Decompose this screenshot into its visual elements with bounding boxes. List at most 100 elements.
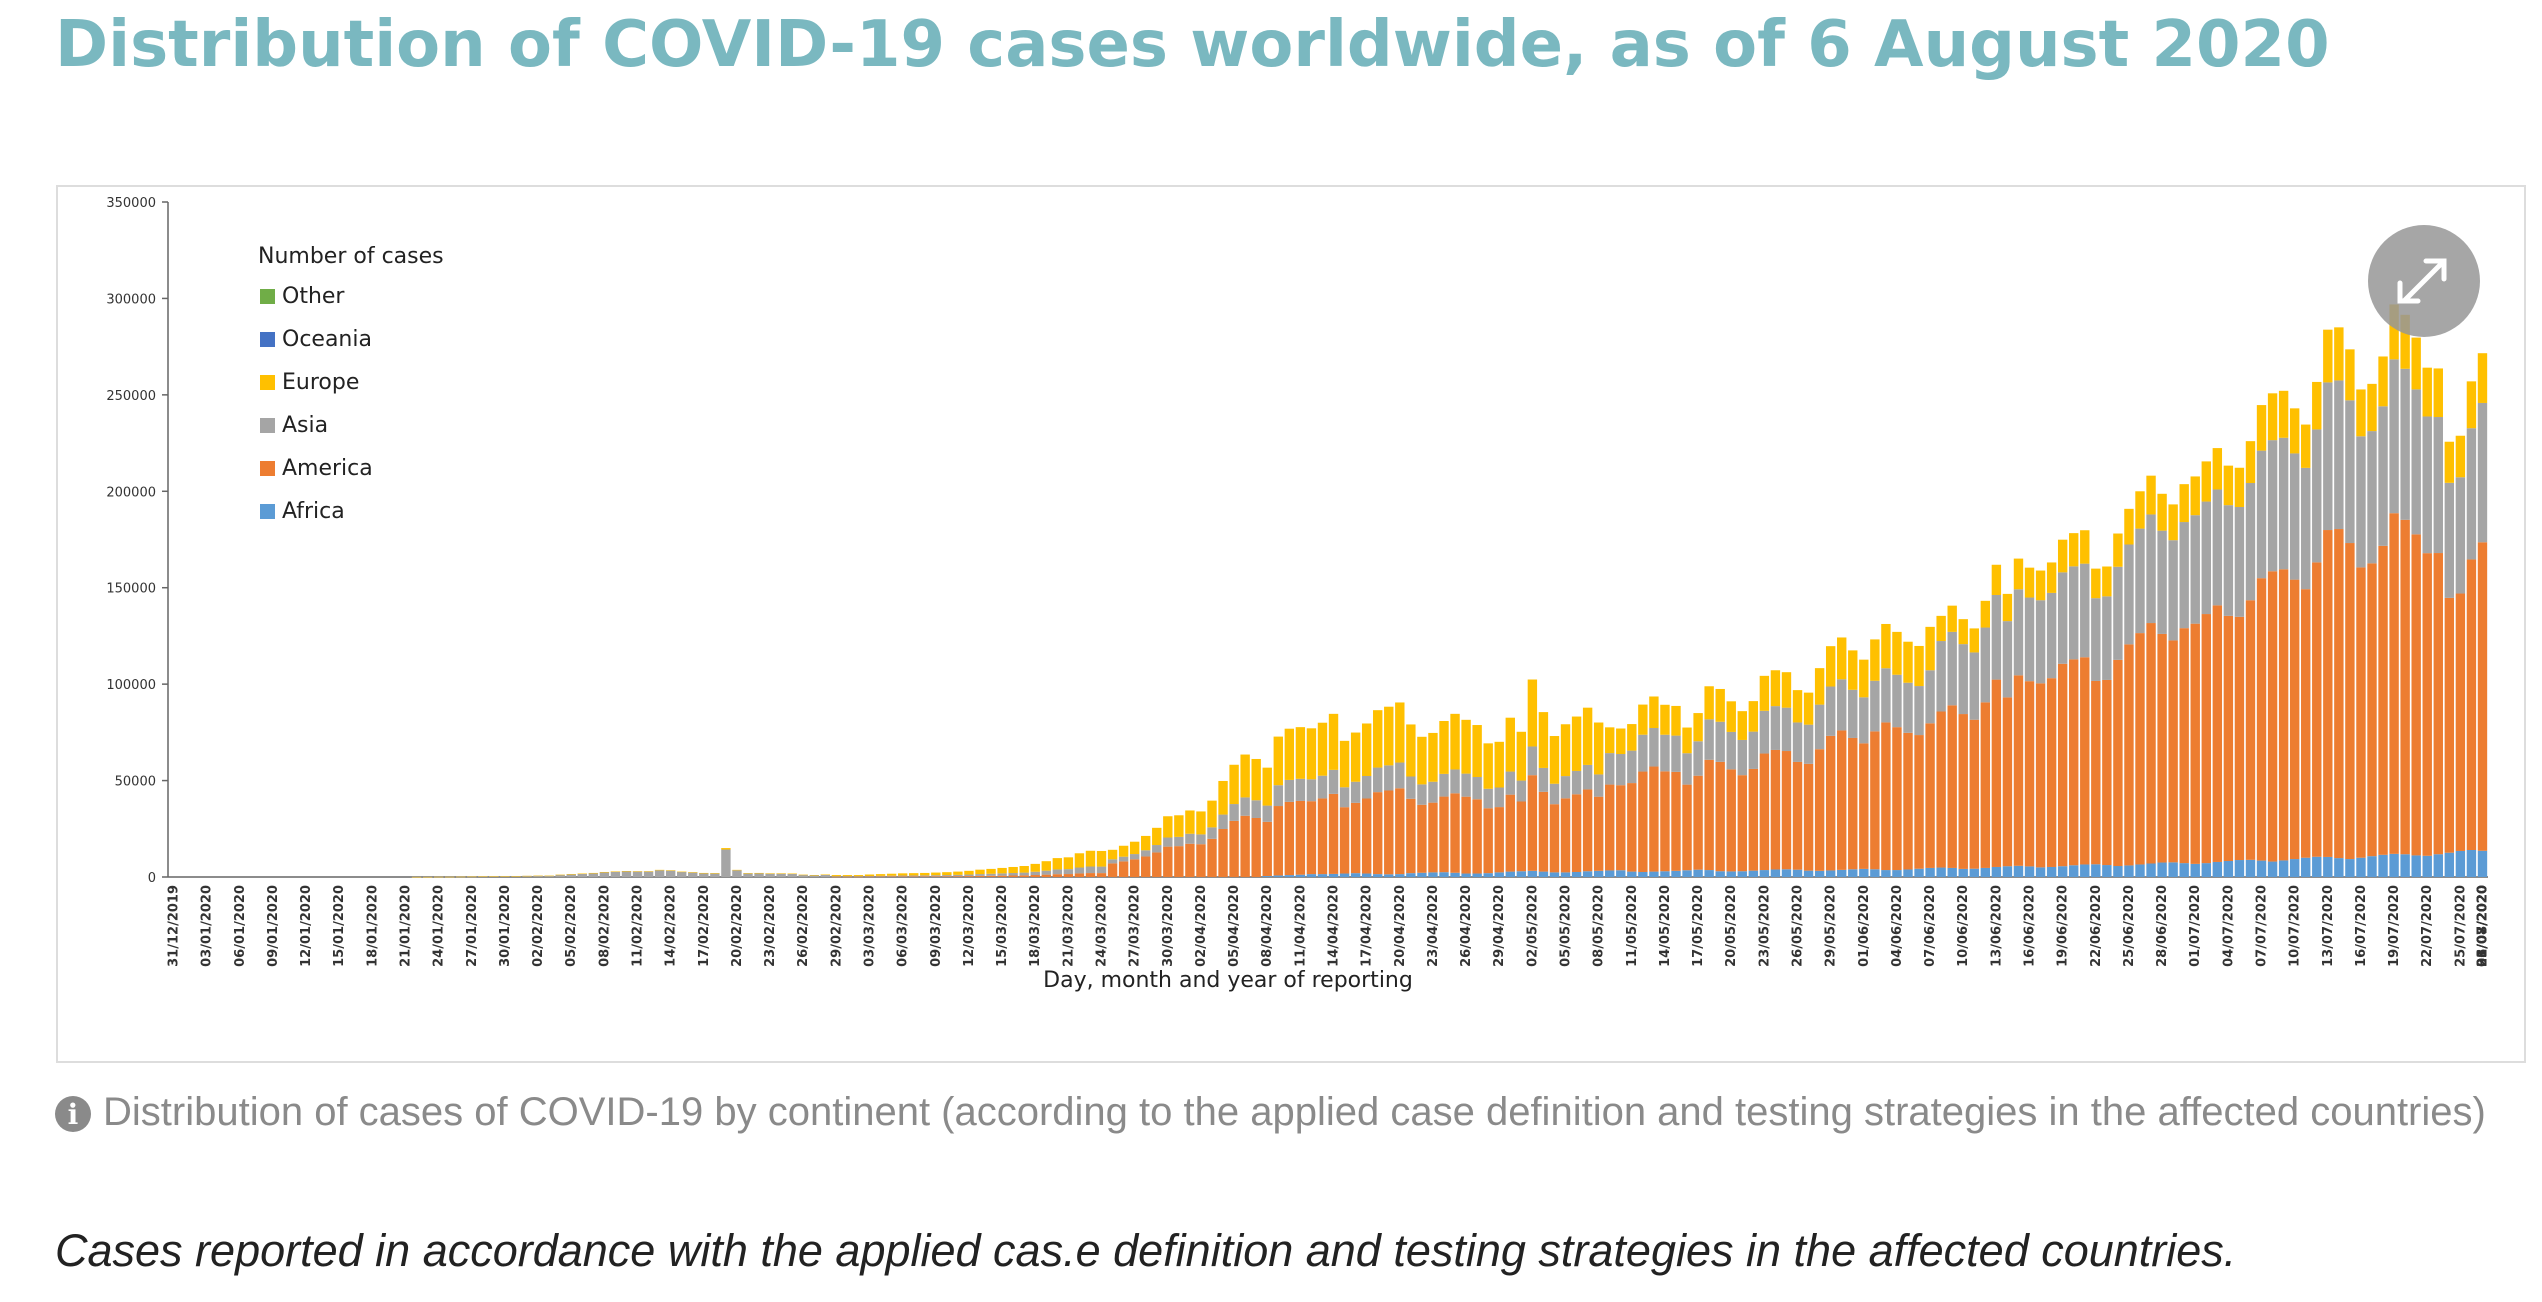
x-tick-label: 20/05/2020	[1724, 885, 1739, 967]
bar-segment-asia	[1251, 800, 1260, 818]
bar-segment-asia	[2135, 529, 2144, 633]
x-tick-label: 18/01/2020	[365, 885, 380, 967]
bar-segment-europe	[765, 873, 774, 874]
bar-segment-asia	[2445, 483, 2454, 598]
bar-segment-asia	[1064, 869, 1073, 874]
bar-segment-asia	[1760, 711, 1769, 754]
bar-segment-africa	[1550, 872, 1559, 877]
bar-segment-europe	[876, 874, 885, 876]
bar-segment-africa	[2124, 865, 2133, 877]
bar-segment-asia	[2411, 389, 2420, 534]
bar-segment-asia	[1318, 776, 1327, 799]
bar-segment-europe	[1097, 851, 1106, 867]
bar-segment-asia	[1031, 872, 1040, 875]
bar-segment-europe	[1395, 702, 1404, 762]
bar-segment-america	[997, 876, 1006, 877]
bar-segment-europe	[2069, 533, 2078, 566]
bar-segment-america	[1660, 771, 1669, 871]
bar-segment-europe	[434, 877, 443, 878]
bar-segment-africa	[1914, 869, 1923, 877]
bar-segment-africa	[1749, 871, 1758, 877]
bar-segment-america	[1329, 794, 1338, 874]
x-tick-label: 05/02/2020	[564, 885, 579, 967]
bar-segment-africa	[2312, 857, 2321, 877]
bar-segment-europe	[732, 870, 741, 871]
bar-segment-asia	[721, 850, 730, 877]
bar-segment-asia	[2334, 380, 2343, 529]
legend-swatch-europe	[260, 375, 275, 390]
bar-segment-asia	[2290, 453, 2299, 579]
x-axis: 31/12/2019 03/01/2020 06/01/2020 09/01/2020…	[167, 877, 2491, 967]
bar-segment-america	[2345, 543, 2354, 859]
bar-segment-europe	[1760, 676, 1769, 711]
x-tick-label: 29/02/2020	[829, 885, 844, 967]
bar-segment-asia	[611, 872, 620, 877]
bar-segment-asia	[1881, 668, 1890, 722]
bar-segment-europe	[622, 871, 631, 872]
bar-segment-europe	[1605, 727, 1614, 753]
x-tick-label: 05/04/2020	[1227, 885, 1242, 967]
bar-segment-europe	[1042, 861, 1051, 870]
bar-segment-asia	[2157, 531, 2166, 634]
bar-segment-america	[1616, 785, 1625, 870]
bar-segment-europe	[843, 875, 852, 876]
bar-segment-europe	[1483, 743, 1492, 788]
x-axis-label: Day, month and year of reporting	[1043, 968, 1413, 993]
bar-segment-asia	[2213, 489, 2222, 605]
bar-segment-asia	[1019, 873, 1028, 876]
bar-segment-asia	[1495, 788, 1504, 808]
x-tick-label: 13/07/2020	[2321, 885, 2336, 967]
bar-segment-america	[2058, 664, 2067, 866]
bar-segment-asia	[1097, 867, 1106, 874]
bar-segment-america	[2124, 644, 2133, 865]
x-tick-label: 28/06/2020	[2155, 885, 2170, 967]
bar-segment-europe	[2345, 349, 2354, 400]
x-tick-label: 18/03/2020	[1028, 885, 1043, 967]
legend-label-other: Other	[282, 284, 345, 309]
bar-segment-europe	[1627, 724, 1636, 751]
bar-segment-africa	[1395, 874, 1404, 877]
bar-segment-europe	[1959, 619, 1968, 644]
bar-segment-asia	[2246, 483, 2255, 600]
x-tick-label: 20/02/2020	[730, 885, 745, 967]
x-tick-label: 22/07/2020	[2420, 885, 2435, 967]
bar-segment-europe	[2290, 408, 2299, 453]
bar-segment-america	[1251, 818, 1260, 877]
bar-segment-asia	[2102, 596, 2111, 680]
bar-segment-america	[1693, 776, 1702, 870]
bar-segment-asia	[1285, 780, 1294, 802]
bar-segment-asia	[1417, 784, 1426, 804]
bar-segment-asia	[1892, 675, 1901, 727]
bar-segment-europe	[1362, 723, 1371, 776]
bar-segment-europe	[1804, 693, 1813, 725]
bar-segment-africa	[1351, 873, 1360, 877]
bar-segment-asia	[2478, 403, 2487, 542]
bar-segment-africa	[1925, 868, 1934, 877]
bar-segment-africa	[1859, 869, 1868, 877]
bar-segment-asia	[1274, 785, 1283, 806]
expand-arrows-icon[interactable]	[2368, 225, 2480, 337]
bar-segment-europe	[456, 877, 465, 878]
bar-segment-asia	[1008, 873, 1017, 876]
bar-segment-europe	[1296, 727, 1305, 779]
bar-segment-africa	[1826, 870, 1835, 877]
bar-segment-europe	[511, 876, 520, 877]
bar-segment-europe	[1517, 732, 1526, 781]
bar-segment-africa	[1715, 871, 1724, 877]
bar-segment-asia	[1715, 722, 1724, 762]
bar-segment-europe	[567, 874, 576, 875]
bar-segment-africa	[2400, 854, 2409, 877]
legend-label-africa: Africa	[282, 499, 345, 524]
bar-segment-asia	[1506, 772, 1515, 795]
x-tick-label: 14/04/2020	[1327, 885, 1342, 967]
x-tick-label: 23/02/2020	[763, 885, 778, 967]
bar-segment-america	[1936, 712, 1945, 868]
bar-segment-europe	[478, 877, 487, 878]
bar-segment-africa	[1307, 874, 1316, 877]
bar-segment-asia	[1373, 768, 1382, 793]
bar-segment-america	[1263, 822, 1272, 876]
bar-segment-america	[1837, 730, 1846, 869]
legend-label-asia: Asia	[282, 413, 328, 438]
bar-segment-europe	[2467, 381, 2476, 428]
legend-swatch-africa	[260, 504, 275, 519]
